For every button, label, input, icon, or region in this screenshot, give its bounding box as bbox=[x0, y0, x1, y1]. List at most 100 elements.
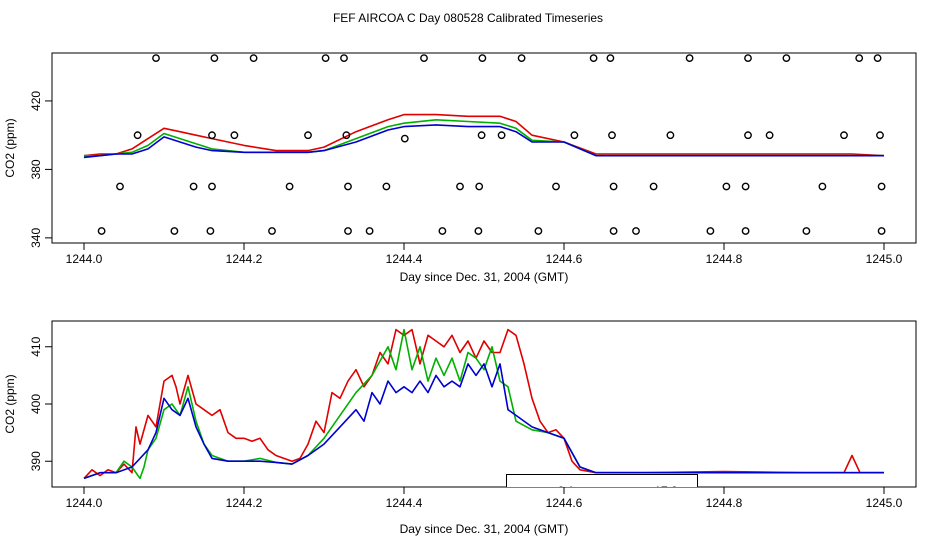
x-tick-label: 1244.6 bbox=[546, 496, 583, 510]
calibration-marker bbox=[382, 182, 391, 191]
y-tick-label: 400 bbox=[29, 394, 43, 414]
calibration-marker bbox=[189, 182, 198, 191]
calibration-marker bbox=[438, 227, 447, 235]
calibration-marker bbox=[152, 54, 160, 62]
x-axis-bottom: 1244.0 1244.2 1244.4 1244.6 1244.8 1245.… bbox=[66, 487, 903, 510]
calibration-marker bbox=[342, 131, 351, 140]
calibration-marker bbox=[208, 131, 216, 140]
calibration-marker bbox=[365, 227, 374, 235]
calibration-marker bbox=[741, 227, 750, 235]
x-tick-label: 1244.8 bbox=[706, 252, 743, 266]
calibration-marker bbox=[321, 54, 330, 62]
calibration-marker bbox=[340, 54, 348, 62]
series-group-bottom bbox=[83, 328, 884, 480]
calibration-marker bbox=[517, 54, 526, 62]
legend-box bbox=[506, 474, 698, 487]
legend-entry: 2.1 bbox=[558, 484, 575, 498]
calibration-marker bbox=[497, 131, 506, 140]
series-line-blue bbox=[83, 124, 884, 159]
calibration-marker bbox=[606, 54, 615, 62]
calibration-marker bbox=[666, 131, 675, 140]
x-tick-label: 1244.4 bbox=[386, 252, 423, 266]
y-axis-label-top: CO2 (ppm) bbox=[3, 118, 17, 177]
plot-frame-top bbox=[51, 52, 917, 244]
y-axis-bottom: 390 400 410 bbox=[29, 336, 52, 471]
calibration-marker bbox=[873, 54, 882, 62]
calibration-marker bbox=[589, 54, 598, 62]
x-tick-label: 1245.0 bbox=[866, 252, 903, 266]
calibration-marker bbox=[782, 54, 791, 62]
calibration-marker bbox=[208, 182, 216, 191]
series-group-top bbox=[83, 113, 885, 159]
y-tick-label: 390 bbox=[29, 451, 43, 471]
y-tick-label: 340 bbox=[29, 228, 43, 248]
calibration-marker bbox=[133, 131, 142, 140]
calibration-marker bbox=[877, 227, 886, 235]
y-axis-top: 340 380 420 bbox=[29, 91, 52, 248]
calibration-marker bbox=[552, 182, 560, 191]
calibration-marker bbox=[268, 227, 276, 235]
series-line-red bbox=[83, 328, 884, 479]
x-tick-label: 1244.8 bbox=[706, 496, 743, 510]
x-tick-label: 1244.0 bbox=[66, 496, 103, 510]
x-tick-label: 1244.2 bbox=[226, 496, 263, 510]
calibration-marker bbox=[230, 131, 239, 140]
calibration-marker bbox=[210, 54, 219, 62]
calibration-marker bbox=[744, 131, 752, 140]
calibration-marker bbox=[876, 131, 884, 140]
x-tick-label: 1244.2 bbox=[226, 252, 263, 266]
plot-frame-bottom bbox=[51, 320, 917, 488]
calibration-marker bbox=[474, 227, 483, 235]
y-axis-label-bottom: CO2 (ppm) bbox=[3, 374, 17, 433]
x-axis-top: 1244.0 1244.2 1244.4 1244.6 1244.8 1245.… bbox=[66, 243, 903, 266]
calibration-marker bbox=[608, 131, 616, 140]
calibration-marker bbox=[855, 54, 864, 62]
legend-entry: 17.2 bbox=[654, 484, 678, 498]
calibration-marker bbox=[344, 227, 352, 235]
calibration-marker bbox=[706, 227, 715, 235]
calibration-marker bbox=[570, 131, 579, 140]
calibration-marker bbox=[609, 182, 618, 191]
series-line-blue bbox=[83, 363, 884, 480]
x-axis-label-top: Day since Dec. 31, 2004 (GMT) bbox=[400, 270, 569, 284]
calibration-marker bbox=[722, 182, 731, 191]
calibration-marker bbox=[802, 227, 811, 235]
calibration-marker bbox=[206, 227, 215, 235]
calibration-marker bbox=[116, 182, 124, 191]
calibration-marker bbox=[741, 182, 750, 191]
calibration-marker bbox=[456, 182, 464, 191]
calibration-marker bbox=[478, 54, 487, 62]
calibration-marker bbox=[304, 131, 312, 140]
legend-clip: 2.1 17.2 bbox=[506, 474, 698, 498]
calibration-marker bbox=[475, 182, 484, 191]
calibration-marker bbox=[285, 182, 294, 191]
x-tick-label: 1244.0 bbox=[66, 252, 103, 266]
calibration-marker bbox=[400, 134, 409, 143]
x-tick-label: 1244.4 bbox=[386, 496, 423, 510]
y-tick-label: 410 bbox=[29, 336, 43, 356]
calibration-marker bbox=[534, 227, 543, 235]
calibration-marker bbox=[765, 131, 774, 140]
x-tick-label: 1245.0 bbox=[866, 496, 903, 510]
calibration-marker bbox=[249, 54, 258, 62]
series-line-red bbox=[83, 113, 885, 157]
calibration-marker bbox=[744, 54, 752, 62]
calibration-marker bbox=[420, 54, 428, 62]
x-tick-label: 1244.6 bbox=[546, 252, 583, 266]
x-axis-label-bottom: Day since Dec. 31, 2004 (GMT) bbox=[400, 522, 569, 536]
y-tick-label: 380 bbox=[29, 159, 43, 179]
calibration-marker bbox=[840, 131, 848, 140]
calibration-marker bbox=[877, 182, 886, 191]
calibration-marker bbox=[818, 182, 827, 191]
calibration-marker bbox=[97, 227, 106, 235]
figure-title: FEF AIRCOA C Day 080528 Calibrated Times… bbox=[333, 11, 603, 25]
y-tick-label: 420 bbox=[29, 91, 43, 111]
calibration-marker bbox=[649, 182, 658, 191]
panel-top: 340 380 420 1244.0 1244.2 1244.4 1244.6 … bbox=[3, 52, 917, 284]
series-line-green bbox=[83, 328, 884, 480]
calibration-marker bbox=[477, 131, 486, 140]
calibration-marker bbox=[170, 227, 179, 235]
calibration-marker bbox=[344, 182, 352, 191]
calibration-marker bbox=[685, 54, 694, 62]
calibration-markers bbox=[97, 54, 886, 235]
